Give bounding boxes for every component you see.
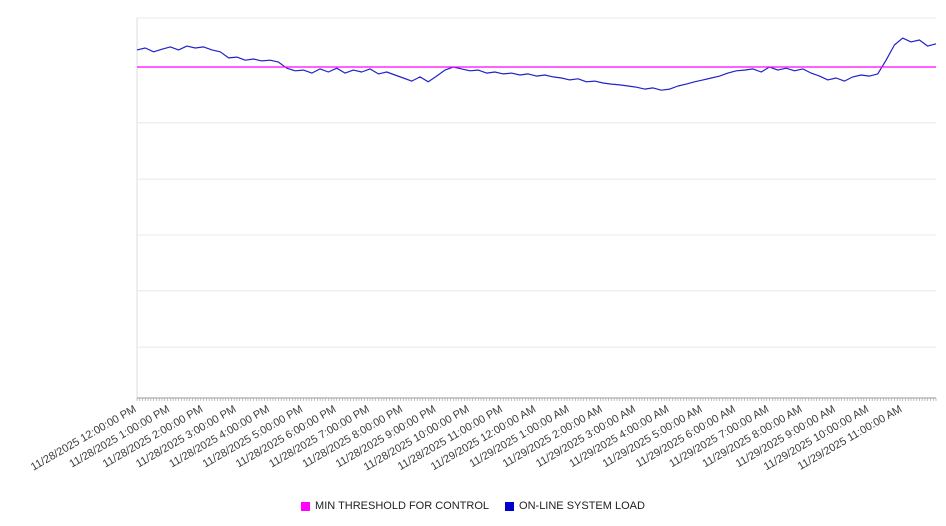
system-load-legend-label: ON-LINE SYSTEM LOAD	[519, 500, 645, 512]
legend-item-min-threshold[interactable]: MIN THRESHOLD FOR CONTROL	[301, 500, 489, 512]
x-axis-ticks	[136, 398, 937, 401]
legend: MIN THRESHOLD FOR CONTROL ON-LINE SYSTEM…	[0, 494, 946, 518]
threshold-legend-label: MIN THRESHOLD FOR CONTROL	[315, 500, 490, 512]
system-load-line	[136, 37, 937, 91]
threshold-legend-swatch	[301, 501, 311, 511]
legend-item-system-load[interactable]: ON-LINE SYSTEM LOAD	[505, 500, 645, 512]
system-load-legend-swatch	[505, 501, 515, 511]
